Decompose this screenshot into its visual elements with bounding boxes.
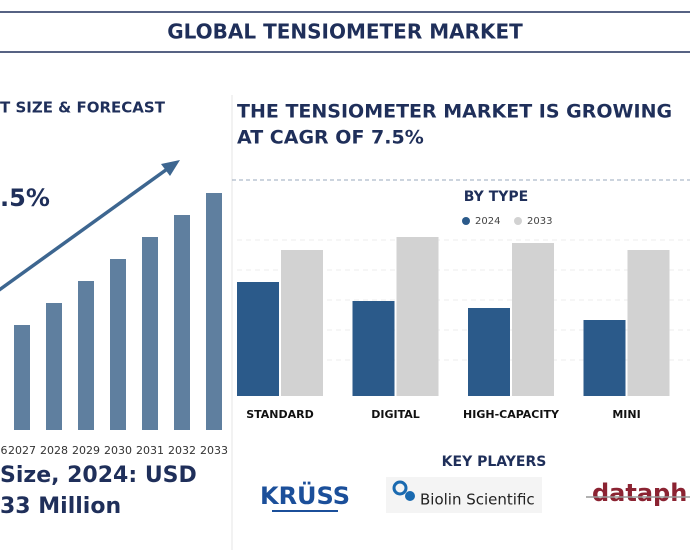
bar: [352, 301, 395, 396]
key-players-title: KEY PLAYERS: [442, 454, 547, 470]
left-title: T SIZE & FORECAST: [0, 99, 166, 117]
legend-label: 2024: [475, 216, 500, 227]
bar: [78, 281, 94, 430]
bar: [110, 259, 126, 430]
bar: [46, 303, 62, 430]
x-tick-label: HIGH-CAPACITY: [463, 408, 560, 421]
logo-dataphysics: dataph: [592, 479, 687, 507]
x-tick-label: 2033: [200, 444, 228, 457]
bar: [512, 243, 554, 396]
bar: [396, 237, 439, 396]
chart-title: BY TYPE: [464, 189, 528, 205]
bar: [142, 237, 158, 430]
x-tick-label: MINI: [612, 408, 640, 421]
x-tick-label: 2032: [168, 444, 196, 457]
cagr-annotation: .5%: [0, 184, 50, 212]
legend-swatch: [514, 217, 522, 225]
market-size: Size, 2024: USD: [0, 463, 197, 488]
market-size: 33 Million: [0, 494, 121, 519]
x-tick-label: DIGITAL: [371, 408, 420, 421]
bar: [206, 193, 222, 430]
bar: [174, 215, 190, 430]
bar: [237, 282, 279, 396]
bar: [14, 325, 30, 430]
header-title: GLOBAL TENSIOMETER MARKET: [167, 20, 523, 44]
x-tick-label: 2028: [40, 444, 68, 457]
legend-label: 2033: [527, 216, 552, 227]
bar: [627, 250, 670, 396]
logo-icon: [405, 491, 415, 501]
x-tick-label: 2030: [104, 444, 132, 457]
arrow-head: [161, 160, 180, 176]
x-tick-label: 2029: [72, 444, 100, 457]
logo-icon: [392, 480, 408, 496]
bar: [468, 308, 510, 396]
x-tick-label: 2031: [136, 444, 164, 457]
x-tick-label: STANDARD: [246, 408, 314, 421]
bar: [583, 320, 626, 396]
logo-kruss: KRÜSS: [260, 480, 350, 510]
header-box: [0, 11, 690, 53]
logo-biolin: Biolin Scientific: [420, 491, 535, 509]
headline: THE TENSIOMETER MARKET IS GROWING: [237, 101, 672, 123]
headline: AT CAGR OF 7.5%: [237, 127, 424, 149]
bar: [281, 250, 323, 396]
growth-arrow: [0, 165, 172, 292]
x-tick-label: 6: [1, 444, 8, 457]
x-tick-label: 2027: [8, 444, 36, 457]
legend-swatch: [462, 217, 470, 225]
